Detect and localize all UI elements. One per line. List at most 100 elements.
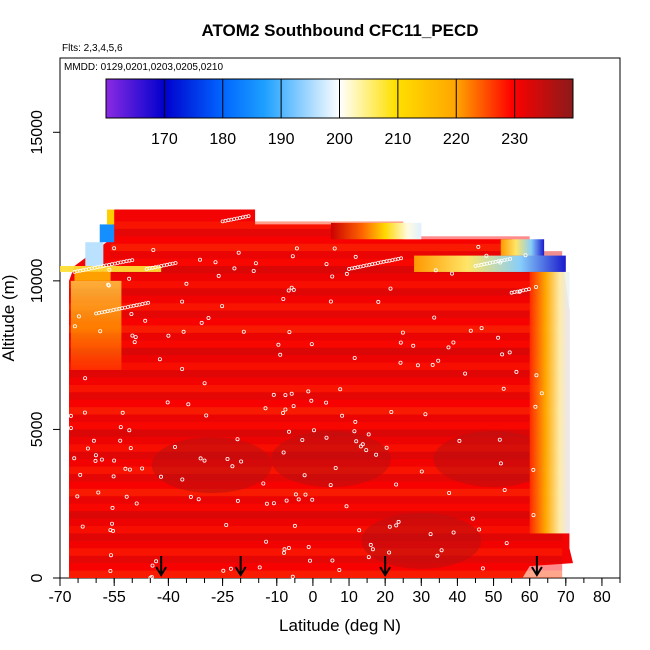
sample-point — [303, 492, 308, 497]
sample-point — [93, 458, 98, 463]
sample-point — [165, 400, 170, 405]
upper-mid-gradient — [330, 222, 422, 240]
sample-point — [202, 381, 207, 386]
sample-point — [228, 566, 233, 571]
sample-point — [173, 261, 178, 265]
sample-point — [197, 257, 202, 262]
field-band — [69, 392, 563, 400]
field-band — [69, 303, 563, 311]
sample-point — [239, 459, 244, 464]
sample-point — [107, 267, 112, 272]
sample-point — [294, 246, 299, 251]
sample-point — [337, 568, 342, 573]
field-band — [69, 511, 563, 519]
sample-point — [446, 345, 451, 350]
sample-point — [330, 274, 335, 279]
sample-point — [188, 494, 193, 499]
sample-point — [75, 494, 80, 499]
sample-point — [110, 505, 115, 510]
sample-point — [130, 258, 135, 263]
sample-point — [398, 340, 403, 345]
field-band — [110, 258, 563, 266]
sample-point — [202, 458, 207, 463]
sample-point — [501, 386, 506, 391]
sample-point — [352, 355, 357, 360]
y-tick-label: 0 — [29, 573, 46, 582]
y-axis-label: Altitude (m) — [0, 275, 18, 362]
sample-point — [118, 425, 123, 430]
sample-point — [387, 524, 392, 529]
sample-point — [353, 419, 358, 424]
sample-point — [368, 542, 373, 547]
sample-point — [85, 446, 90, 451]
field-band — [69, 355, 563, 363]
colorbar-tick-label: 180 — [209, 131, 236, 148]
sample-point — [283, 393, 288, 398]
sample-point — [221, 568, 226, 573]
sample-point — [366, 432, 371, 437]
sample-point — [181, 329, 186, 334]
sample-point — [78, 472, 83, 477]
sample-points — [68, 214, 544, 580]
field-band — [69, 422, 563, 430]
field-band — [69, 370, 563, 378]
sample-point — [280, 410, 285, 415]
sample-point — [261, 481, 266, 486]
sample-point — [230, 464, 235, 469]
sample-point — [129, 311, 134, 316]
sample-point — [128, 446, 133, 451]
chart-title: ATOM2 Southbound CFC11_PECD — [201, 21, 478, 40]
sample-point — [246, 214, 251, 219]
sample-point — [333, 465, 338, 470]
y-tick-label: 5000 — [29, 412, 46, 448]
x-tick-label: -40 — [157, 589, 180, 606]
sample-point — [394, 482, 399, 487]
upper-south-cold — [85, 242, 104, 266]
south-column-orange — [70, 280, 122, 370]
field-band — [69, 280, 563, 289]
sample-point — [290, 574, 295, 579]
sample-point — [283, 407, 288, 412]
sample-point — [198, 456, 203, 461]
dates-label: MMDD: 0129,0201,0203,0205,0210 — [64, 62, 223, 73]
sample-point — [281, 450, 286, 455]
arrow-head — [379, 566, 392, 577]
sample-point — [428, 532, 433, 537]
low-tropopause-high-lat-south — [74, 271, 111, 281]
colorbar-tick-label: 190 — [268, 131, 295, 148]
sample-point — [127, 428, 132, 433]
sample-point — [384, 445, 389, 450]
field-band — [69, 533, 563, 541]
sample-point — [388, 286, 393, 291]
sample-point — [324, 435, 329, 440]
sample-point — [358, 444, 363, 449]
sample-point — [110, 521, 115, 526]
sample-point — [389, 409, 394, 414]
sample-point — [451, 530, 456, 535]
sample-point — [140, 466, 145, 471]
sample-point — [324, 262, 329, 267]
sample-point — [166, 333, 171, 338]
sample-point — [527, 287, 531, 292]
colorbar-tick-label: 220 — [443, 131, 470, 148]
sample-point — [276, 342, 281, 347]
sample-point — [366, 555, 371, 560]
northern-wall — [529, 271, 570, 534]
field-band — [69, 503, 563, 512]
field-band — [69, 548, 563, 556]
x-tick-label: 0 — [308, 589, 317, 606]
sample-point — [480, 566, 485, 571]
sample-point — [271, 392, 276, 397]
upper-south-yellow — [106, 209, 115, 225]
sample-point — [352, 429, 357, 434]
y-tick-label: 10000 — [29, 259, 46, 304]
sample-point — [309, 342, 314, 347]
sample-point — [436, 358, 441, 363]
x-tick-label: 10 — [340, 589, 358, 606]
sample-point — [534, 373, 539, 378]
sample-point — [284, 498, 289, 503]
sample-point — [338, 387, 343, 392]
field-band — [114, 228, 404, 237]
sample-point — [476, 244, 481, 249]
x-tick-label: 80 — [593, 589, 611, 606]
